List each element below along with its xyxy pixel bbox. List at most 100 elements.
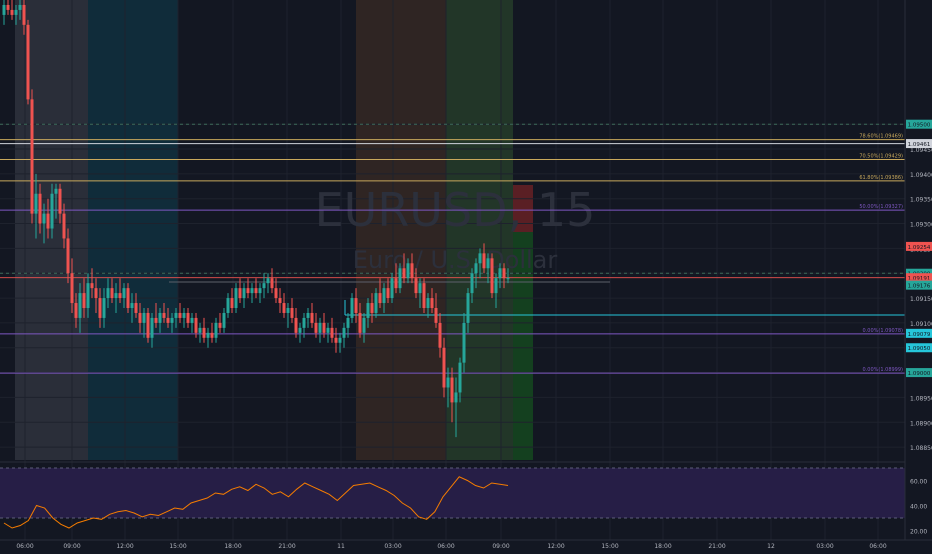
candle[interactable] — [458, 357, 462, 403]
candle[interactable] — [206, 327, 210, 348]
candle[interactable] — [306, 308, 310, 328]
candle[interactable] — [214, 317, 218, 343]
candle[interactable] — [342, 322, 346, 348]
candle[interactable] — [178, 303, 182, 323]
candle[interactable] — [90, 268, 94, 299]
candle[interactable] — [334, 327, 338, 353]
candle[interactable] — [318, 317, 322, 343]
candle[interactable] — [150, 312, 154, 348]
candle[interactable] — [278, 288, 282, 313]
candle[interactable] — [246, 278, 250, 299]
candle[interactable] — [14, 4, 18, 25]
candle[interactable] — [190, 312, 194, 333]
candle[interactable] — [422, 278, 426, 313]
candle[interactable] — [130, 293, 134, 323]
candle[interactable] — [10, 0, 14, 20]
candle[interactable] — [170, 312, 174, 333]
candle[interactable] — [314, 312, 318, 338]
candle[interactable] — [382, 283, 386, 313]
candle[interactable] — [426, 293, 430, 318]
candle[interactable] — [102, 288, 106, 328]
candle[interactable] — [202, 317, 206, 343]
candle[interactable] — [46, 198, 50, 239]
candle[interactable] — [386, 278, 390, 304]
candle[interactable] — [282, 293, 286, 318]
candle[interactable] — [346, 312, 350, 338]
candle[interactable] — [2, 0, 6, 25]
candle[interactable] — [506, 268, 510, 284]
candle[interactable] — [294, 308, 298, 338]
candle[interactable] — [142, 308, 146, 338]
candle[interactable] — [42, 203, 46, 244]
candle[interactable] — [106, 278, 110, 308]
candle[interactable] — [410, 253, 414, 284]
candle[interactable] — [86, 273, 90, 318]
rsi-axis[interactable]: 60.00 40.00 20.00 — [910, 479, 927, 536]
candle[interactable] — [350, 293, 354, 323]
rsi-line[interactable] — [3, 476, 509, 529]
candle[interactable] — [22, 0, 26, 35]
candle[interactable] — [466, 288, 470, 333]
candle[interactable] — [390, 273, 394, 304]
candle[interactable] — [194, 312, 198, 338]
candle[interactable] — [226, 293, 230, 318]
candle[interactable] — [222, 308, 226, 333]
candle[interactable] — [38, 183, 42, 234]
candle[interactable] — [434, 293, 438, 328]
candle[interactable] — [474, 258, 478, 289]
candle[interactable] — [302, 312, 306, 338]
candle[interactable] — [146, 308, 150, 343]
candle[interactable] — [70, 258, 74, 313]
candle[interactable] — [414, 268, 418, 299]
candle[interactable] — [330, 317, 334, 343]
candle[interactable] — [230, 288, 234, 313]
candle[interactable] — [122, 283, 126, 308]
candle[interactable] — [78, 283, 82, 333]
candle[interactable] — [326, 322, 330, 343]
candle[interactable] — [258, 283, 262, 304]
candle[interactable] — [138, 303, 142, 333]
candle[interactable] — [6, 0, 10, 15]
candle[interactable] — [50, 183, 54, 239]
candle[interactable] — [358, 303, 362, 338]
candle[interactable] — [374, 288, 378, 318]
candle[interactable] — [118, 278, 122, 304]
candle[interactable] — [498, 263, 502, 289]
candle[interactable] — [398, 263, 402, 294]
candle[interactable] — [286, 303, 290, 328]
candle[interactable] — [254, 278, 258, 299]
candle[interactable] — [502, 263, 506, 289]
candle[interactable] — [94, 278, 98, 313]
candle[interactable] — [394, 263, 398, 294]
candle[interactable] — [310, 303, 314, 328]
candle[interactable] — [442, 337, 446, 398]
candle[interactable] — [82, 278, 86, 318]
candlestick-series[interactable] — [2, 0, 510, 438]
candle[interactable] — [354, 288, 358, 323]
candle[interactable] — [470, 268, 474, 304]
candle[interactable] — [478, 248, 482, 279]
candle[interactable] — [166, 308, 170, 328]
candle[interactable] — [406, 258, 410, 284]
candle[interactable] — [378, 278, 382, 308]
drawing-lines[interactable]: 78.60%(1.09469) 70.50%(1.09429) 61.80%(1.0… — [0, 123, 905, 374]
candle[interactable] — [134, 293, 138, 318]
candle[interactable] — [198, 322, 202, 343]
candle[interactable] — [274, 278, 278, 304]
candle[interactable] — [266, 273, 270, 294]
candle[interactable] — [250, 283, 254, 304]
candle[interactable] — [446, 367, 450, 408]
candle[interactable] — [482, 243, 486, 274]
candle[interactable] — [210, 322, 214, 343]
candle[interactable] — [494, 273, 498, 308]
candle[interactable] — [418, 278, 422, 308]
candle[interactable] — [438, 312, 442, 358]
candle[interactable] — [490, 253, 494, 299]
candle[interactable] — [242, 283, 246, 308]
candle[interactable] — [26, 19, 30, 105]
candle[interactable] — [186, 308, 190, 328]
candle[interactable] — [62, 203, 66, 249]
candle[interactable] — [18, 0, 22, 20]
candle[interactable] — [430, 288, 434, 313]
